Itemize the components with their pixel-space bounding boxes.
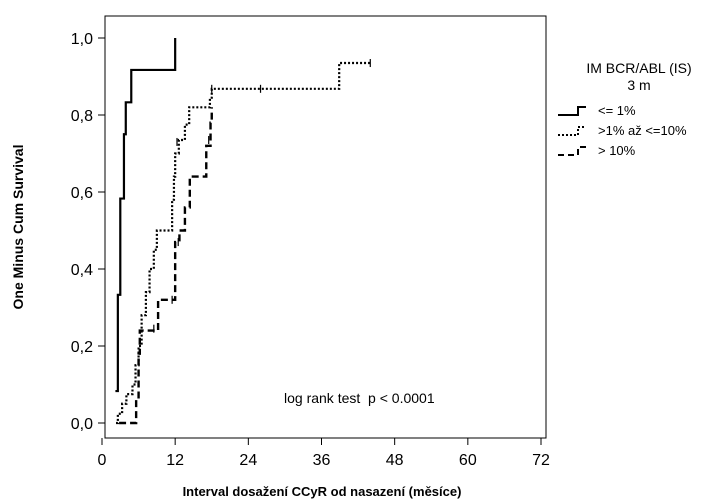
- y-tick-label: 0,2: [71, 339, 93, 356]
- series-layer: [115, 38, 371, 425]
- x-tick-label: 60: [459, 452, 477, 469]
- series-line-dashed: [119, 107, 213, 425]
- legend-label-gt10: > 10%: [598, 143, 636, 159]
- x-tick-label: 0: [98, 452, 107, 469]
- legend-item-le1: <= 1%: [558, 102, 636, 118]
- series-line-dotted: [116, 61, 371, 425]
- legend-swatch-dashed: [558, 145, 586, 156]
- y-tick-label: 1,0: [71, 31, 93, 48]
- series-line-solid: [115, 38, 177, 393]
- legend-item-gt10: > 10%: [558, 142, 635, 158]
- x-tick-label: 36: [313, 452, 331, 469]
- legend-title-line2: 3 m: [627, 77, 651, 93]
- legend-label-mid: >1% až <=10%: [598, 123, 687, 139]
- legend-swatch-dotted: [558, 125, 586, 136]
- legend-swatch-solid: [558, 105, 586, 116]
- legend-title-line1: IM BCR/ABL (IS): [586, 60, 692, 76]
- y-tick-label: 0,4: [71, 262, 93, 279]
- legend-item-mid: >1% až <=10%: [558, 122, 687, 138]
- x-tick-label: 72: [532, 452, 550, 469]
- legend-title: IM BCR/ABL (IS) 3 m: [556, 60, 722, 94]
- y-axis-label: One Minus Cum Survival: [10, 145, 26, 310]
- y-tick-label: 0,8: [71, 108, 93, 125]
- x-tick-label: 48: [386, 452, 404, 469]
- y-tick-label: 0,0: [71, 416, 93, 433]
- plot-frame: [104, 15, 547, 439]
- axis-ticks: 0,0 0,2 0,4 0,6 0,8 1,0 0 12 24 36 48 60 72: [71, 31, 550, 469]
- log-rank-annotation: log rank test p < 0.0001: [284, 390, 435, 406]
- legend-label-le1: <= 1%: [598, 103, 636, 119]
- y-tick-label: 0,6: [71, 185, 93, 202]
- x-tick-label: 24: [239, 452, 257, 469]
- x-axis-label: Interval dosažení CCyR od nasazení (měsí…: [183, 484, 462, 499]
- x-tick-label: 12: [166, 452, 184, 469]
